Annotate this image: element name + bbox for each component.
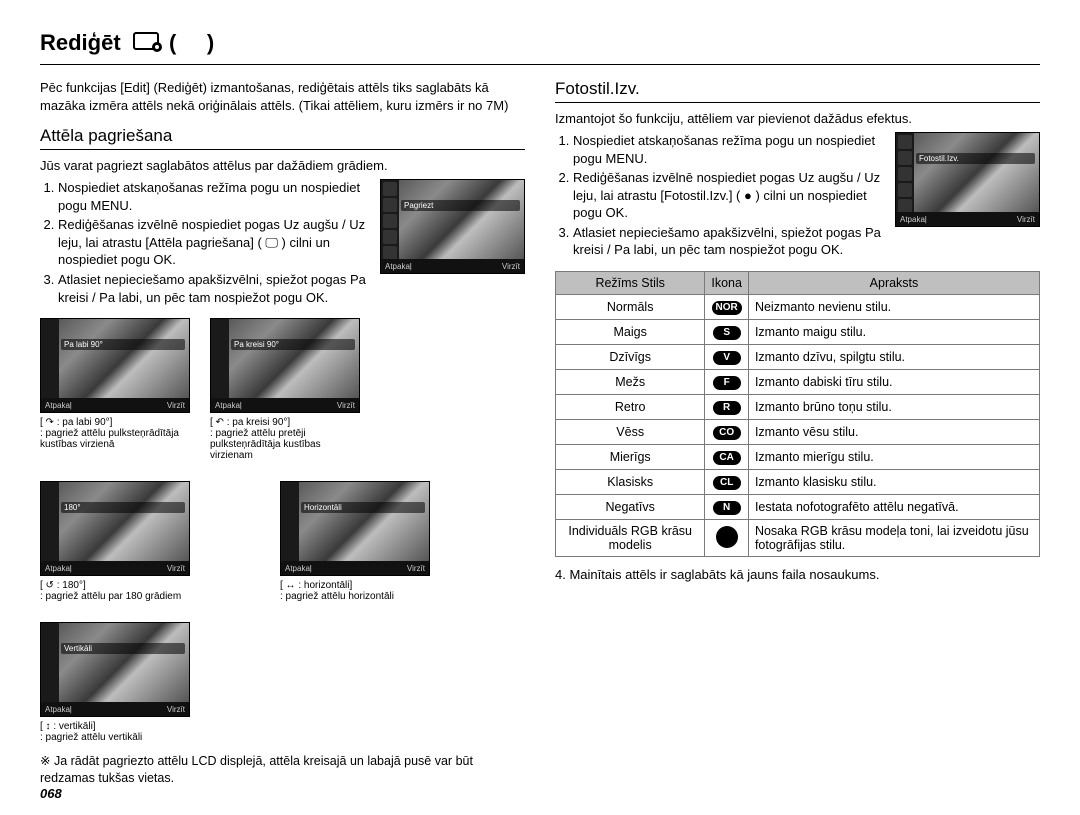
right-column: Fotostil.Izv. Izmantojot šo funkciju, at… xyxy=(555,79,1040,787)
style-name: Normāls xyxy=(556,295,705,320)
style-desc: Iestata nofotografēto attēlu negatīvā. xyxy=(748,495,1039,520)
grid-label: [ ↺ : 180°] xyxy=(40,580,190,591)
grid-label: [ ↔ : horizontāli] xyxy=(280,580,430,591)
right-preview-thumb: Fotostil.Izv. Atpakaļ Virzīt xyxy=(895,132,1040,227)
style-icon xyxy=(705,520,749,557)
title-text: Rediģēt xyxy=(40,30,121,55)
left-steps: Nospiediet atskaņošanas režīma pogu un n… xyxy=(40,179,372,308)
style-icon: R xyxy=(705,395,749,420)
table-row: NormālsNORNeizmanto nevienu stilu. xyxy=(556,295,1040,320)
thumb-back: Atpakaļ xyxy=(900,215,927,224)
left-preview-thumb: Pagriezt Atpakaļ Virzīt xyxy=(380,179,525,274)
rotate-grid: Pa labi 90° AtpakaļVirzīt [ ↷ : pa labi … xyxy=(40,318,525,743)
style-name: Negatīvs xyxy=(556,495,705,520)
style-name: Maigs xyxy=(556,320,705,345)
grid-cell-horiz: Horizontāli AtpakaļVirzīt [ ↔ : horizont… xyxy=(280,481,430,602)
right-subhead: Fotostil.Izv. xyxy=(555,79,1040,103)
style-name: Vēss xyxy=(556,420,705,445)
table-row: DzīvīgsVIzmanto dzīvu, spilgtu stilu. xyxy=(556,345,1040,370)
grid-caption: Pa labi 90° xyxy=(61,339,185,350)
col-icon: Ikona xyxy=(705,272,749,295)
grid-caption: Pa kreisi 90° xyxy=(231,339,355,350)
grid-label: [ ↕ : vertikāli] xyxy=(40,721,190,732)
style-name: Klasisks xyxy=(556,470,705,495)
table-row: MaigsSIzmanto maigu stilu. xyxy=(556,320,1040,345)
grid-caption: Horizontāli xyxy=(301,502,425,513)
left-lead: Jūs varat pagriezt saglabātos attēlus pa… xyxy=(40,158,525,173)
right-steps: Nospiediet atskaņošanas režīma pogu un n… xyxy=(555,132,887,261)
grid-caption: 180° xyxy=(61,502,185,513)
left-column: Pēc funkcijas [Edit] (Rediģēt) izmantoša… xyxy=(40,79,525,787)
style-icon: S xyxy=(705,320,749,345)
left-step-3: Atlasiet nepieciešamo apakšizvēlni, spie… xyxy=(58,271,372,306)
col-style: Režīms Stils xyxy=(556,272,705,295)
style-desc: Izmanto dzīvu, spilgtu stilu. xyxy=(748,345,1039,370)
left-intro: Pēc funkcijas [Edit] (Rediģēt) izmantoša… xyxy=(40,79,525,114)
style-name: Retro xyxy=(556,395,705,420)
right-lead: Izmantojot šo funkciju, attēliem var pie… xyxy=(555,111,1040,126)
style-name: Individuāls RGB krāsu modelis xyxy=(556,520,705,557)
table-row: MierīgsCAIzmanto mierīgu stilu. xyxy=(556,445,1040,470)
table-row: MežsFIzmanto dabiski tīru stilu. xyxy=(556,370,1040,395)
grid-cell-left90: Pa kreisi 90° AtpakaļVirzīt [ ↶ : pa kre… xyxy=(210,318,360,461)
style-icon: CL xyxy=(705,470,749,495)
style-icon: N xyxy=(705,495,749,520)
grid-cell-180: 180° AtpakaļVirzīt [ ↺ : 180°] : pagriež… xyxy=(40,481,190,602)
grid-label: [ ↶ : pa kreisi 90°] xyxy=(210,417,360,428)
style-desc: Izmanto maigu stilu. xyxy=(748,320,1039,345)
right-step-3: Atlasiet nepieciešamo apakšizvēlni, spie… xyxy=(573,224,887,259)
left-thumb-caption: Pagriezt xyxy=(401,200,520,211)
style-name: Mierīgs xyxy=(556,445,705,470)
grid-desc: : pagriež attēlu pretēji pulksteņrādītāj… xyxy=(210,428,360,461)
grid-desc: : pagriež attēlu par 180 grādiem xyxy=(40,591,190,602)
grid-cell-vert: Vertikāli AtpakaļVirzīt [ ↕ : vertikāli]… xyxy=(40,622,190,743)
left-step-1: Nospiediet atskaņošanas režīma pogu un n… xyxy=(58,179,372,214)
style-name: Mežs xyxy=(556,370,705,395)
style-desc: Nosaka RGB krāsu modeļa toni, lai izveid… xyxy=(748,520,1039,557)
page-title: Rediģēt ( ) xyxy=(40,30,1040,65)
grid-label: [ ↷ : pa labi 90°] xyxy=(40,417,190,428)
grid-desc: : pagriež attēlu pulksteņrādītāja kustīb… xyxy=(40,428,190,450)
left-note: ※ Ja rādāt pagriezto attēlu LCD displejā… xyxy=(40,753,525,787)
grid-desc: : pagriež attēlu horizontāli xyxy=(280,591,430,602)
table-row: RetroRIzmanto brūno toņu stilu. xyxy=(556,395,1040,420)
styles-table: Režīms Stils Ikona Apraksts NormālsNORNe… xyxy=(555,271,1040,557)
col-desc: Apraksts xyxy=(748,272,1039,295)
table-row: NegatīvsNIestata nofotografēto attēlu ne… xyxy=(556,495,1040,520)
right-step-1: Nospiediet atskaņošanas režīma pogu un n… xyxy=(573,132,887,167)
thumb-move: Virzīt xyxy=(502,262,520,271)
style-desc: Izmanto klasisku stilu. xyxy=(748,470,1039,495)
right-after: 4. Mainītais attēls ir saglabāts kā jaun… xyxy=(555,567,1040,582)
style-icon: V xyxy=(705,345,749,370)
grid-caption: Vertikāli xyxy=(61,643,185,654)
style-icon: NOR xyxy=(705,295,749,320)
style-name: Dzīvīgs xyxy=(556,345,705,370)
grid-cell-right90: Pa labi 90° AtpakaļVirzīt [ ↷ : pa labi … xyxy=(40,318,190,461)
style-icon: CA xyxy=(705,445,749,470)
style-desc: Neizmanto nevienu stilu. xyxy=(748,295,1039,320)
left-subhead: Attēla pagriešana xyxy=(40,126,525,150)
grid-desc: : pagriež attēlu vertikāli xyxy=(40,732,190,743)
table-row: VēssCOIzmanto vēsu stilu. xyxy=(556,420,1040,445)
thumb-back: Atpakaļ xyxy=(385,262,412,271)
edit-gear-icon xyxy=(133,30,163,58)
style-desc: Izmanto brūno toņu stilu. xyxy=(748,395,1039,420)
style-desc: Izmanto mierīgu stilu. xyxy=(748,445,1039,470)
style-icon: F xyxy=(705,370,749,395)
style-icon: CO xyxy=(705,420,749,445)
style-desc: Izmanto dabiski tīru stilu. xyxy=(748,370,1039,395)
right-step-2: Rediģēšanas izvēlnē nospiediet pogas Uz … xyxy=(573,169,887,222)
style-desc: Izmanto vēsu stilu. xyxy=(748,420,1039,445)
thumb-move: Virzīt xyxy=(1017,215,1035,224)
page-number: 068 xyxy=(40,786,62,801)
left-step-2: Rediģēšanas izvēlnē nospiediet pogas Uz … xyxy=(58,216,372,269)
table-row: KlasisksCLIzmanto klasisku stilu. xyxy=(556,470,1040,495)
right-thumb-caption: Fotostil.Izv. xyxy=(916,153,1035,164)
table-row: Individuāls RGB krāsu modelis Nosaka RGB … xyxy=(556,520,1040,557)
title-paren: ( ) xyxy=(169,30,214,55)
